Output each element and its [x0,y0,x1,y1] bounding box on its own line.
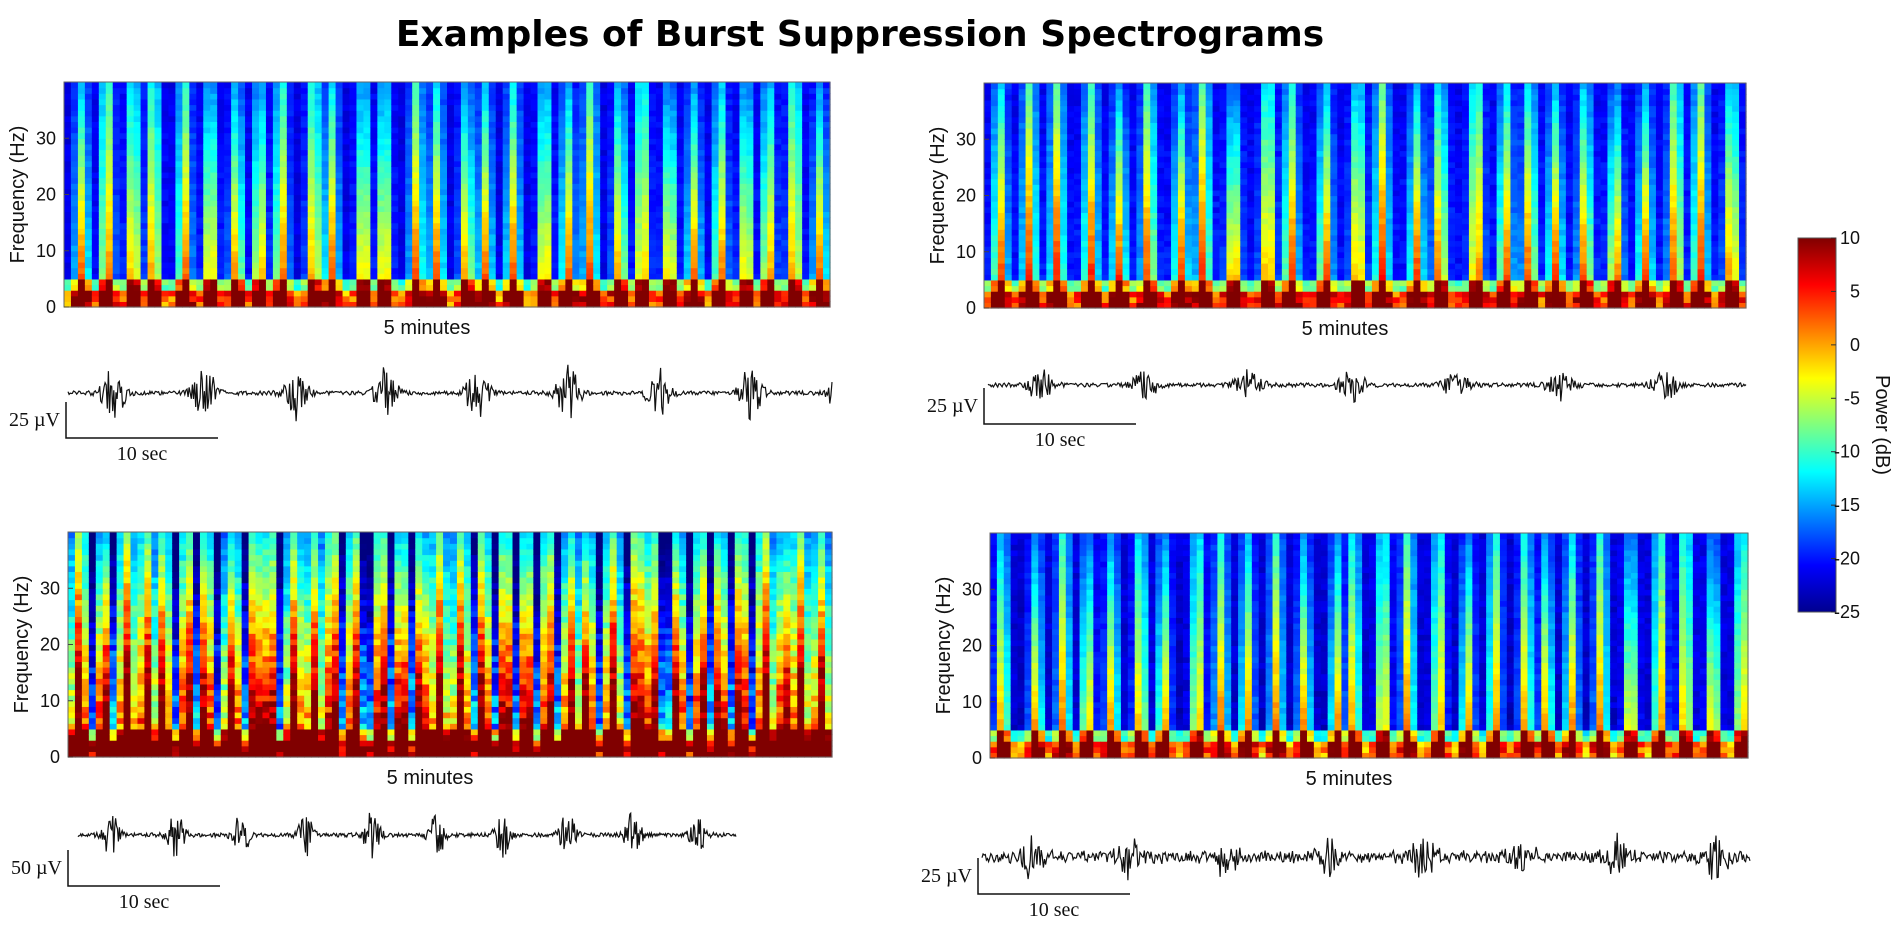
y-tick-label: 10 [956,242,976,262]
amplitude-scale-label: 50 µV [11,857,63,879]
eeg-trace [78,813,736,859]
amplitude-scale-label: 25 µV [921,865,973,887]
spectrogram-bottom-left [68,532,833,758]
scale-bar [984,388,1136,424]
x-axis-label: 5 minutes [1302,318,1389,340]
colorbar-tick-label: -25 [1834,602,1860,622]
spectrogram-top-left [64,82,831,308]
y-tick-label: 20 [962,636,982,656]
y-tick-label: 20 [956,186,976,206]
time-scale-label: 10 sec [1029,899,1080,921]
y-tick-label: 10 [962,692,982,712]
y-axis-label: Frequency (Hz) [11,576,33,714]
y-tick-label: 0 [50,747,60,767]
y-tick-label: 30 [40,578,60,598]
panel-bottom-right: 0 10 20 30 Frequency (Hz) 5 minutes 25 µV 10 se… [921,533,1750,921]
x-axis-label: 5 minutes [1306,768,1393,790]
colorbar-label: Power (dB) [1871,375,1893,475]
amplitude-scale-label: 25 µV [9,409,61,431]
y-tick-label: 0 [46,297,56,317]
spectrogram-top-right [984,83,1747,309]
y-tick-label: 10 [36,241,56,261]
time-scale-label: 10 sec [117,443,168,465]
eeg-trace [988,369,1746,402]
eeg-trace [68,365,832,421]
colorbar: 10 5 0 -5 -10 -15 -20 -25 Power (dB) [1798,228,1893,622]
y-tick-label: 10 [40,691,60,711]
scale-bar [66,402,218,438]
y-tick-label: 20 [40,635,60,655]
colorbar-tick-label: -15 [1834,495,1860,515]
scale-bar [68,850,220,886]
colorbar-gradient [1798,238,1836,612]
y-tick-label: 30 [36,128,56,148]
y-axis-label: Frequency (Hz) [7,126,29,264]
amplitude-scale-label: 25 µV [927,395,979,417]
y-tick-label: 0 [966,298,976,318]
time-scale-label: 10 sec [119,891,170,913]
y-tick-label: 0 [972,748,982,768]
panel-top-left: 0 10 20 30 Frequency (Hz) 5 minutes 25 µV 10 se… [7,82,832,465]
colorbar-tick-label: -5 [1844,388,1860,408]
y-tick-label: 30 [956,129,976,149]
time-scale-label: 10 sec [1035,429,1086,451]
x-axis-label: 5 minutes [384,317,471,339]
x-axis-label: 5 minutes [387,767,474,789]
colorbar-tick-label: -20 [1834,549,1860,569]
scale-bar [978,858,1130,894]
panels: 0 10 20 30 Frequency (Hz) 5 minutes 25 µV 10 se… [7,82,1750,921]
y-tick-label: 20 [36,185,56,205]
y-axis-label: Frequency (Hz) [933,577,955,715]
panel-top-right: 0 10 20 30 Frequency (Hz) 5 minutes 25 µV 10 se… [927,83,1747,451]
spectrogram-bottom-right [990,533,1749,759]
colorbar-tick-label: 5 [1850,281,1860,301]
figure-title: Examples of Burst Suppression Spectrogra… [396,14,1324,55]
y-axis-label: Frequency (Hz) [927,127,949,265]
colorbar-tick-label: -10 [1834,442,1860,462]
panel-bottom-left: 0 10 20 30 Frequency (Hz) 5 minutes 50 µV 10 se… [11,532,833,913]
y-tick-label: 30 [962,579,982,599]
eeg-trace [982,833,1750,880]
colorbar-tick-label: 10 [1840,228,1860,248]
colorbar-tick-label: 0 [1850,335,1860,355]
